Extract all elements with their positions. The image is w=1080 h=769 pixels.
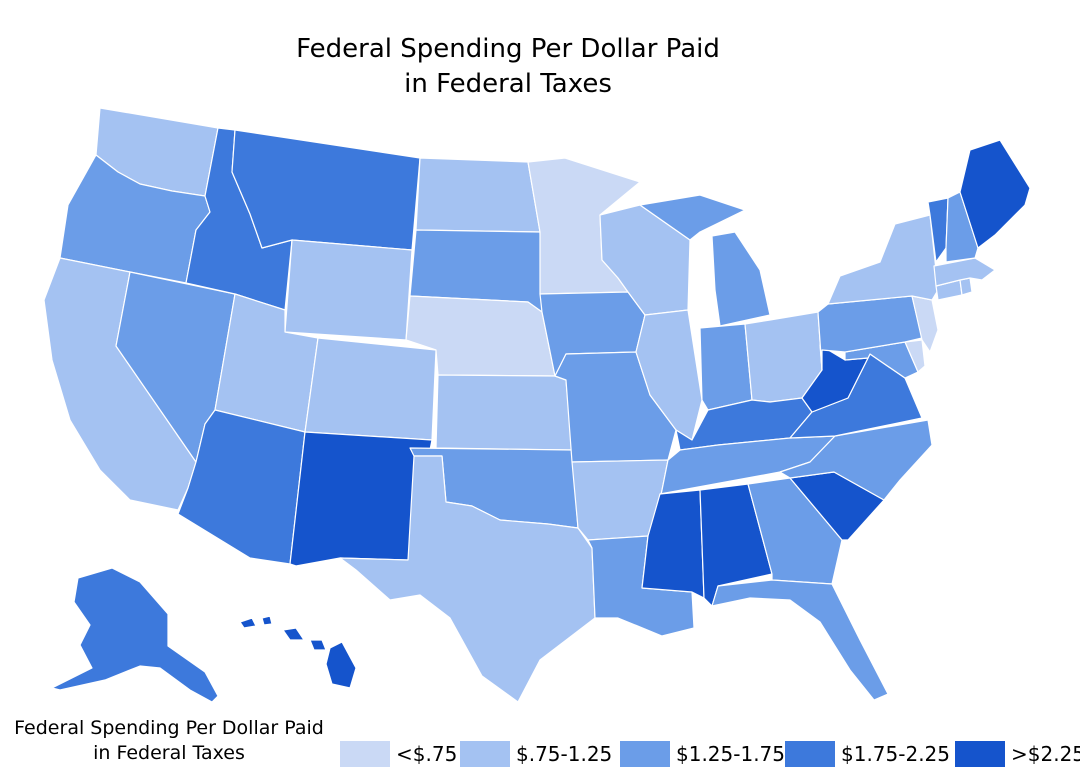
map-title-line-1: Federal Spending Per Dollar Paid bbox=[296, 34, 720, 64]
state-michigan[interactable] bbox=[639, 194, 771, 327]
state-florida[interactable] bbox=[711, 579, 889, 701]
map-title-line-2: in Federal Taxes bbox=[404, 69, 612, 99]
legend-item-125-175: $1.25-1.75 bbox=[620, 740, 785, 768]
state-massachusetts[interactable] bbox=[933, 257, 996, 287]
legend-item-gt-225: >$2.25 bbox=[955, 740, 1080, 768]
state-hawaii[interactable] bbox=[239, 615, 357, 689]
legend-title: Federal Spending Per Dollar Paid in Fede… bbox=[0, 716, 338, 766]
legend-swatch bbox=[620, 741, 670, 767]
state-vermont[interactable] bbox=[927, 197, 949, 263]
state-north-dakota[interactable] bbox=[415, 157, 541, 233]
state-north-carolina[interactable] bbox=[779, 419, 933, 501]
legend-label: $1.25-1.75 bbox=[676, 742, 786, 766]
legend-label: $.75-1.25 bbox=[516, 742, 613, 766]
legend-label: <$.75 bbox=[396, 742, 458, 766]
legend-swatch bbox=[955, 741, 1005, 767]
state-texas[interactable] bbox=[339, 455, 596, 703]
state-alaska[interactable] bbox=[51, 567, 219, 703]
legend-label: $1.75-2.25 bbox=[841, 742, 951, 766]
legend-title-line-2: in Federal Taxes bbox=[93, 742, 245, 764]
state-rhode-island[interactable] bbox=[959, 277, 973, 296]
legend-swatch bbox=[340, 741, 390, 767]
state-wyoming[interactable] bbox=[284, 239, 413, 341]
state-maine[interactable] bbox=[959, 139, 1031, 249]
state-kansas[interactable] bbox=[435, 374, 573, 451]
legend-title-line-1: Federal Spending Per Dollar Paid bbox=[14, 717, 324, 739]
legend-swatch bbox=[785, 741, 835, 767]
legend-item-lt-075: <$.75 bbox=[340, 740, 457, 768]
state-delaware[interactable] bbox=[904, 339, 926, 373]
legend-label: >$2.25 bbox=[1011, 742, 1080, 766]
legend-item-175-225: $1.75-2.25 bbox=[785, 740, 950, 768]
state-colorado[interactable] bbox=[304, 337, 437, 441]
state-new-york[interactable] bbox=[827, 214, 939, 305]
legend-swatch bbox=[460, 741, 510, 767]
state-indiana[interactable] bbox=[699, 323, 753, 411]
map-title: Federal Spending Per Dollar Paid in Fede… bbox=[258, 32, 758, 102]
legend-item-075-125: $.75-1.25 bbox=[460, 740, 612, 768]
state-montana[interactable] bbox=[231, 129, 421, 251]
